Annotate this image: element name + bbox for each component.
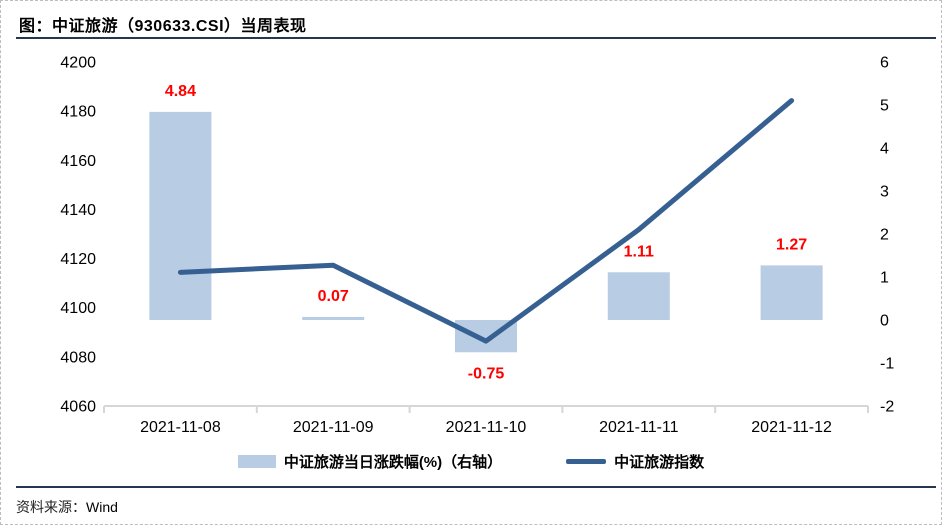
bar-series-swatch <box>237 454 276 468</box>
chart-legend: 中证旅游当日涨跌幅(%)（右轴） 中证旅游指数 <box>1 447 941 475</box>
right-axis-tick-label: -2 <box>880 399 894 416</box>
bar-data-label: -0.75 <box>468 365 505 382</box>
x-axis-category-label: 2021-11-12 <box>751 419 832 436</box>
bar-2021-11-09 <box>302 316 365 320</box>
bar-2021-11-11 <box>607 272 670 320</box>
left-axis-tick-label: 4060 <box>60 399 96 416</box>
left-axis-tick-label: 4080 <box>60 349 96 366</box>
bar-data-label: 1.11 <box>624 243 654 260</box>
left-axis-tick-label: 4200 <box>60 55 96 72</box>
line-series-swatch <box>566 458 607 464</box>
right-axis-tick-label: 6 <box>880 55 889 72</box>
right-axis-tick-label: -1 <box>880 356 894 373</box>
source-label: 资料来源： <box>16 501 86 516</box>
left-axis-tick-label: 4180 <box>60 104 96 121</box>
left-axis-tick-label: 4140 <box>60 202 96 219</box>
left-axis-tick-label: 4120 <box>60 251 96 268</box>
legend-item-line: 中证旅游指数 <box>566 451 704 472</box>
legend-item-bar: 中证旅游当日涨跌幅(%)（右轴） <box>237 451 503 472</box>
x-axis-category-label: 2021-11-08 <box>140 419 221 436</box>
right-axis-tick-label: 5 <box>880 98 889 115</box>
figure-footer: 资料来源：Wind <box>16 486 936 517</box>
left-axis-tick-label: 4100 <box>60 300 96 317</box>
x-axis-category-label: 2021-11-09 <box>293 419 374 436</box>
combo-chart: 4200 4180 4160 4140 4120 4100 4080 4060 6 5 4 3 2 1 0 -… <box>60 55 894 437</box>
chart-area: 4200 4180 4160 4140 4120 4100 4080 4060 6 5 4 3 2 1 0 -… <box>1 46 941 446</box>
bar-data-label: 4.84 <box>165 83 196 100</box>
source-value: Wind <box>86 499 118 515</box>
bar-2021-11-08 <box>149 111 212 320</box>
legend-label-line: 中证旅游指数 <box>614 453 705 471</box>
figure-title: 图：中证旅游（930633.CSI）当周表现 <box>19 18 307 35</box>
x-axis-category-label: 2021-11-11 <box>599 419 679 436</box>
right-axis-tick-label: 4 <box>880 141 889 158</box>
left-axis-tick-label: 4160 <box>60 153 96 170</box>
bar-data-label: 1.27 <box>776 236 807 253</box>
bar-2021-11-12 <box>760 265 823 320</box>
right-axis-tick-label: 0 <box>880 313 889 330</box>
bar-data-label: 0.07 <box>318 288 349 305</box>
right-axis-tick-label: 1 <box>880 270 889 287</box>
index-line <box>177 98 795 344</box>
x-axis-category-label: 2021-11-10 <box>446 419 527 436</box>
legend-label-bar: 中证旅游当日涨跌幅(%)（右轴） <box>283 453 503 471</box>
right-axis-tick-label: 2 <box>880 227 889 244</box>
figure-header: 图：中证旅游（930633.CSI）当周表现 <box>16 1 936 39</box>
right-axis-tick-label: 3 <box>880 184 889 201</box>
